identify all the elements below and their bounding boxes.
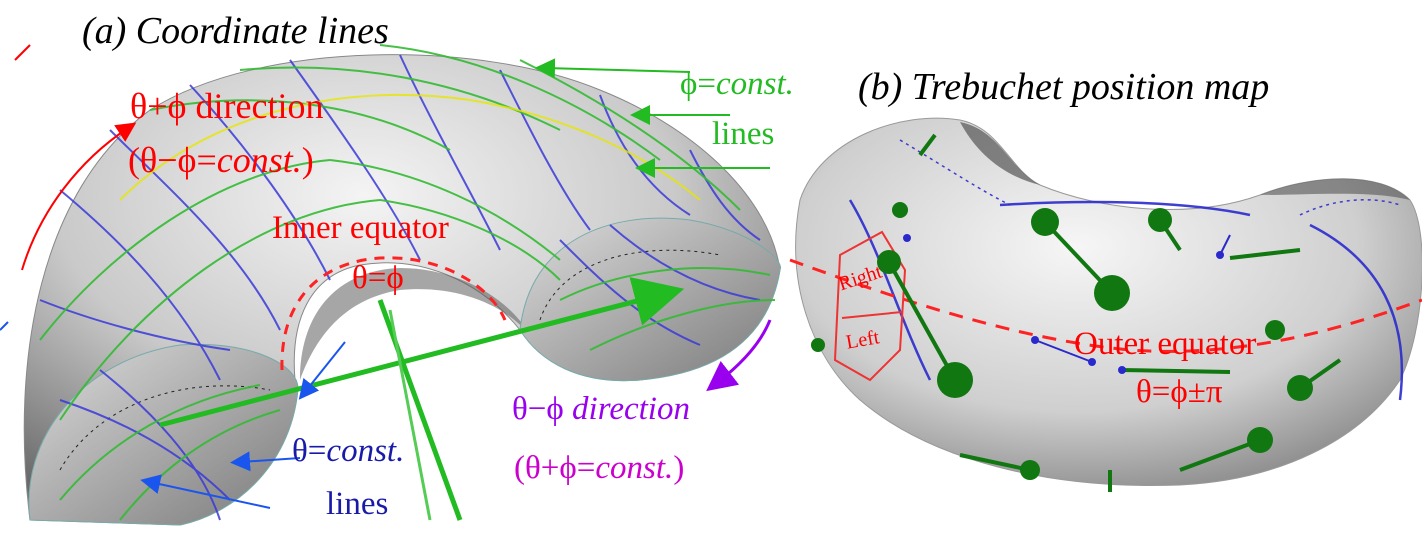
theta-const-label: θ=const.	[292, 433, 405, 469]
torus-a-left-cut	[28, 343, 299, 526]
theta-minus-phi-arrow	[706, 319, 772, 392]
outer-equator-equation: θ=ϕ±π	[1136, 374, 1223, 410]
theta-minus-phi-direction-label: θ−ϕ direction	[512, 391, 690, 427]
theta-const-pointers	[140, 341, 346, 509]
blue-grid-lines	[39, 54, 761, 521]
outer-equator-dashed	[789, 258, 1422, 353]
phi-const-lines-label: lines	[712, 116, 775, 152]
inner-equator-label: Inner equator	[272, 210, 449, 246]
phi-const-pointers	[535, 58, 770, 178]
panel-b-title: (b) Trebuchet position map	[858, 66, 1270, 108]
torus-b	[789, 117, 1422, 492]
theta-plus-phi-arrow	[21, 122, 137, 271]
hexagon-left-text: Left	[844, 326, 881, 354]
right-left-hexagon	[833, 230, 907, 382]
green-vector-arrow	[159, 277, 685, 428]
outer-equator-label: Outer equator	[1074, 326, 1257, 362]
inner-equator-equation: θ=ϕ	[352, 260, 404, 296]
torus-a	[0, 44, 781, 526]
theta-plus-phi-direction-label: θ+ϕ direction	[130, 86, 324, 126]
inner-equator-dashed	[280, 256, 507, 371]
theta-minus-phi-const-label: (θ−ϕ=const.)	[128, 140, 314, 180]
phi-const-label: ϕ=const.	[680, 66, 794, 102]
panel-a-title: (a) Coordinate lines	[82, 10, 389, 52]
theta-plus-phi-const-label: (θ+ϕ=const.)	[514, 450, 685, 486]
theta-const-lines-label: lines	[326, 486, 389, 522]
